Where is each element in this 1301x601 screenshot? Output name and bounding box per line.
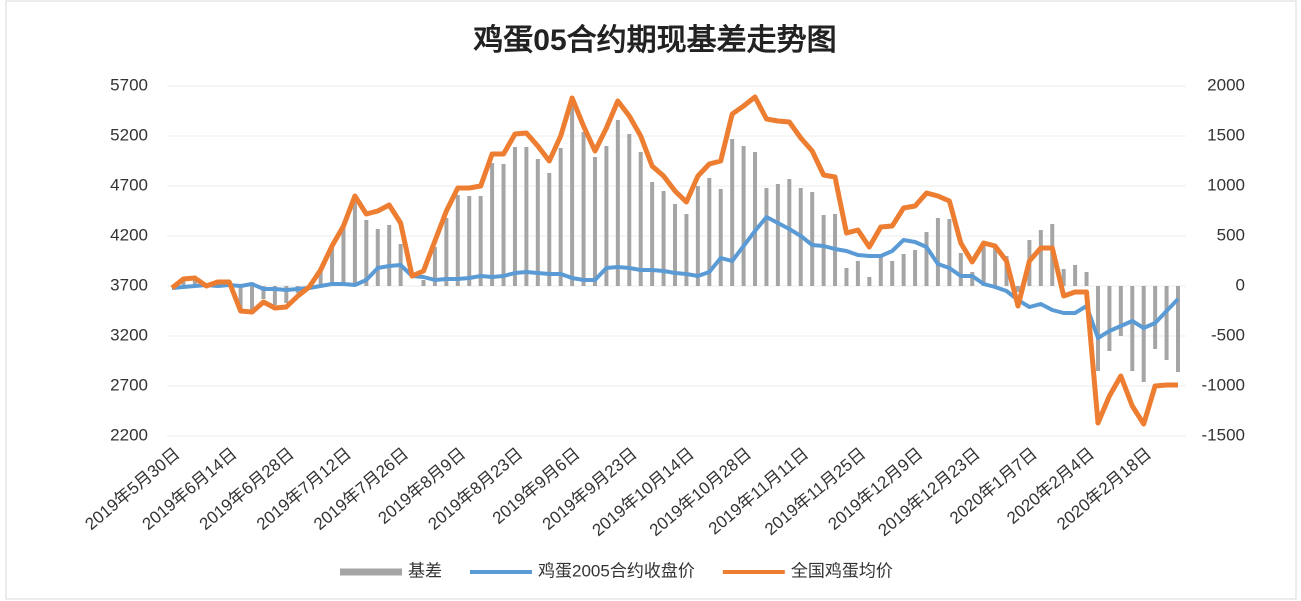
bar bbox=[741, 146, 746, 286]
bar bbox=[318, 270, 323, 286]
bar bbox=[947, 219, 952, 286]
bar bbox=[924, 232, 929, 286]
bar bbox=[467, 196, 472, 286]
bar bbox=[638, 152, 643, 286]
bar bbox=[787, 179, 792, 286]
bar bbox=[844, 268, 849, 286]
legend-label: 全国鸡蛋均价 bbox=[791, 561, 893, 580]
legend-label: 基差 bbox=[408, 561, 442, 580]
bar bbox=[1164, 286, 1169, 360]
bar bbox=[615, 120, 620, 286]
y2-tick-label: -1500 bbox=[1202, 425, 1245, 444]
bar bbox=[1038, 230, 1043, 286]
y2-tick-label: -500 bbox=[1211, 325, 1245, 344]
bar bbox=[901, 254, 906, 286]
line bbox=[170, 94, 1178, 427]
bar bbox=[1118, 286, 1123, 336]
bar bbox=[753, 152, 758, 286]
bar bbox=[261, 286, 266, 299]
y-tick-label: 5200 bbox=[110, 125, 148, 144]
bar bbox=[604, 146, 609, 286]
bar bbox=[810, 192, 815, 286]
bar bbox=[284, 286, 289, 303]
bar bbox=[1015, 286, 1020, 292]
bar bbox=[1107, 286, 1112, 351]
bar bbox=[981, 245, 986, 286]
bar bbox=[878, 257, 883, 286]
bar bbox=[444, 218, 449, 286]
bar bbox=[970, 272, 975, 286]
bar bbox=[592, 157, 597, 286]
bar bbox=[1176, 286, 1180, 372]
bar bbox=[352, 197, 357, 286]
bar bbox=[684, 214, 689, 286]
bar bbox=[661, 191, 666, 286]
bar bbox=[558, 148, 563, 286]
bar bbox=[855, 261, 860, 286]
bar bbox=[673, 204, 677, 286]
y-tick-label: 4700 bbox=[110, 175, 148, 194]
bar bbox=[570, 106, 575, 286]
y2-tick-label: 2000 bbox=[1207, 75, 1245, 94]
chart-frame bbox=[5, 0, 1297, 600]
bar bbox=[913, 250, 918, 286]
bar bbox=[764, 188, 769, 286]
bar bbox=[1073, 265, 1078, 286]
bar bbox=[501, 164, 506, 286]
bar bbox=[958, 253, 963, 286]
bar bbox=[455, 195, 460, 286]
bar bbox=[192, 278, 197, 286]
bar bbox=[547, 173, 552, 286]
bar bbox=[707, 178, 712, 286]
chart-title: 鸡蛋05合约期现基差走势图 bbox=[473, 23, 836, 57]
y-tick-label: 5700 bbox=[110, 75, 148, 94]
y2-tick-label: 1500 bbox=[1207, 125, 1245, 144]
bar bbox=[1061, 269, 1066, 286]
y2-tick-label: 500 bbox=[1217, 225, 1245, 244]
bar bbox=[821, 215, 826, 286]
bar bbox=[718, 189, 723, 286]
bar bbox=[650, 182, 655, 286]
bar bbox=[432, 247, 437, 286]
line bbox=[171, 215, 1180, 340]
bar bbox=[341, 228, 346, 286]
bar bbox=[524, 147, 529, 286]
bar bbox=[730, 139, 735, 286]
bar bbox=[1095, 286, 1100, 371]
bar bbox=[535, 159, 540, 286]
bar bbox=[993, 245, 998, 286]
bar bbox=[1084, 272, 1089, 286]
bar bbox=[375, 229, 380, 286]
bar bbox=[330, 248, 335, 286]
y-tick-label: 2200 bbox=[110, 425, 148, 444]
bar bbox=[1153, 286, 1158, 349]
bar bbox=[1130, 286, 1135, 371]
bar bbox=[272, 286, 277, 305]
bar bbox=[387, 225, 392, 286]
bar bbox=[421, 280, 426, 286]
bar bbox=[1141, 286, 1146, 382]
y-tick-label: 4200 bbox=[110, 225, 148, 244]
bar bbox=[250, 286, 255, 314]
y2-tick-label: -1000 bbox=[1202, 375, 1245, 394]
bar bbox=[890, 261, 895, 286]
bar bbox=[935, 218, 940, 286]
bar bbox=[512, 147, 517, 286]
bar bbox=[695, 186, 700, 286]
y-tick-label: 2700 bbox=[110, 375, 148, 394]
bar bbox=[627, 134, 632, 286]
bar bbox=[490, 163, 495, 286]
y-tick-label: 3700 bbox=[110, 275, 148, 294]
y2-tick-label: 1000 bbox=[1207, 175, 1245, 194]
legend-label: 鸡蛋2005合约收盘价 bbox=[538, 561, 695, 580]
bar bbox=[775, 184, 780, 286]
y2-tick-label: 0 bbox=[1236, 275, 1245, 294]
bar bbox=[867, 277, 872, 286]
bar bbox=[478, 196, 483, 286]
bar bbox=[364, 220, 369, 286]
y-tick-label: 3200 bbox=[110, 325, 148, 344]
bar bbox=[581, 132, 586, 286]
bar bbox=[238, 286, 243, 311]
